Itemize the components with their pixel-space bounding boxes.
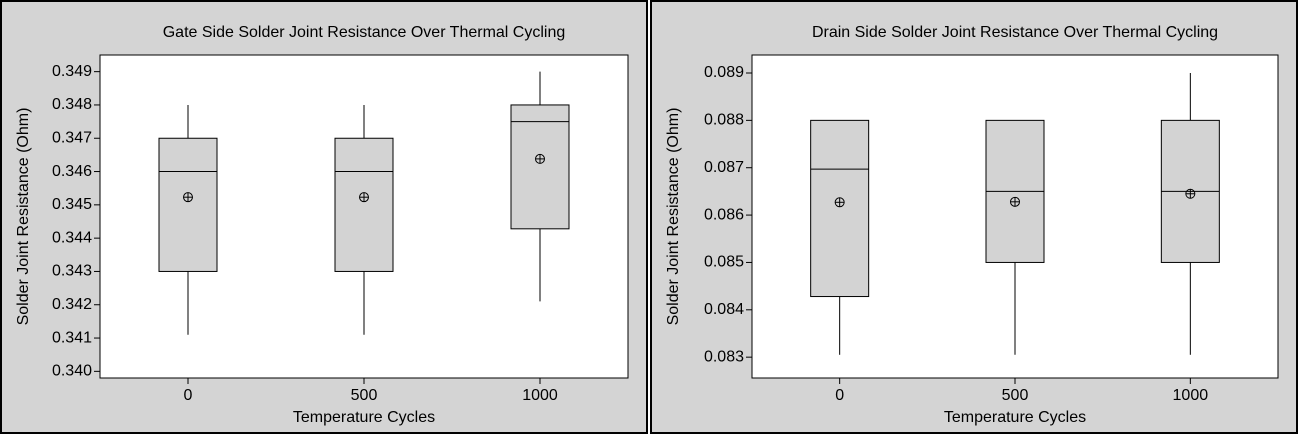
y-tick-label: 0.084 bbox=[704, 301, 744, 318]
y-tick-label: 0.083 bbox=[704, 348, 744, 365]
x-tick-label: 0 bbox=[835, 387, 844, 404]
y-tick-label: 0.346 bbox=[52, 163, 92, 180]
x-axis-label: Temperature Cycles bbox=[293, 409, 435, 426]
box bbox=[158, 137, 218, 272]
y-tick-label: 0.343 bbox=[52, 263, 92, 280]
box bbox=[334, 137, 394, 272]
x-axis-label: Temperature Cycles bbox=[944, 409, 1086, 426]
y-tick-label: 0.348 bbox=[52, 96, 92, 113]
x-tick-label: 1000 bbox=[522, 387, 558, 404]
mean-marker bbox=[535, 153, 545, 164]
y-tick-label: 0.341 bbox=[52, 329, 92, 346]
x-tick-label: 1000 bbox=[1173, 387, 1209, 404]
x-tick-label: 0 bbox=[184, 387, 193, 404]
chart-title: Drain Side Solder Joint Resistance Over … bbox=[812, 24, 1218, 41]
mean-marker bbox=[1185, 188, 1196, 199]
y-axis-label: Solder Joint Resistance (Ohm) bbox=[15, 108, 32, 326]
y-tick-label: 0.088 bbox=[704, 112, 744, 129]
y-tick-label: 0.086 bbox=[704, 206, 744, 223]
mean-marker bbox=[183, 192, 193, 203]
y-tick-label: 0.347 bbox=[52, 129, 92, 146]
box bbox=[510, 104, 570, 230]
x-tick-label: 500 bbox=[1002, 387, 1029, 404]
y-tick-label: 0.342 bbox=[52, 296, 92, 313]
y-tick-label: 0.340 bbox=[52, 363, 92, 380]
y-tick-label: 0.349 bbox=[52, 63, 92, 80]
y-tick-label: 0.085 bbox=[704, 254, 744, 271]
x-tick-label: 500 bbox=[351, 387, 378, 404]
box bbox=[810, 119, 870, 298]
chart-title: Gate Side Solder Joint Resistance Over T… bbox=[163, 24, 566, 41]
mean-marker bbox=[834, 197, 845, 208]
y-axis-label: Solder Joint Resistance (Ohm) bbox=[665, 108, 682, 326]
y-tick-label: 0.089 bbox=[704, 64, 744, 81]
mean-marker bbox=[359, 192, 369, 203]
y-tick-label: 0.345 bbox=[52, 196, 92, 213]
y-tick-label: 0.344 bbox=[52, 229, 92, 246]
y-tick-label: 0.087 bbox=[704, 159, 744, 176]
mean-marker bbox=[1010, 196, 1020, 207]
